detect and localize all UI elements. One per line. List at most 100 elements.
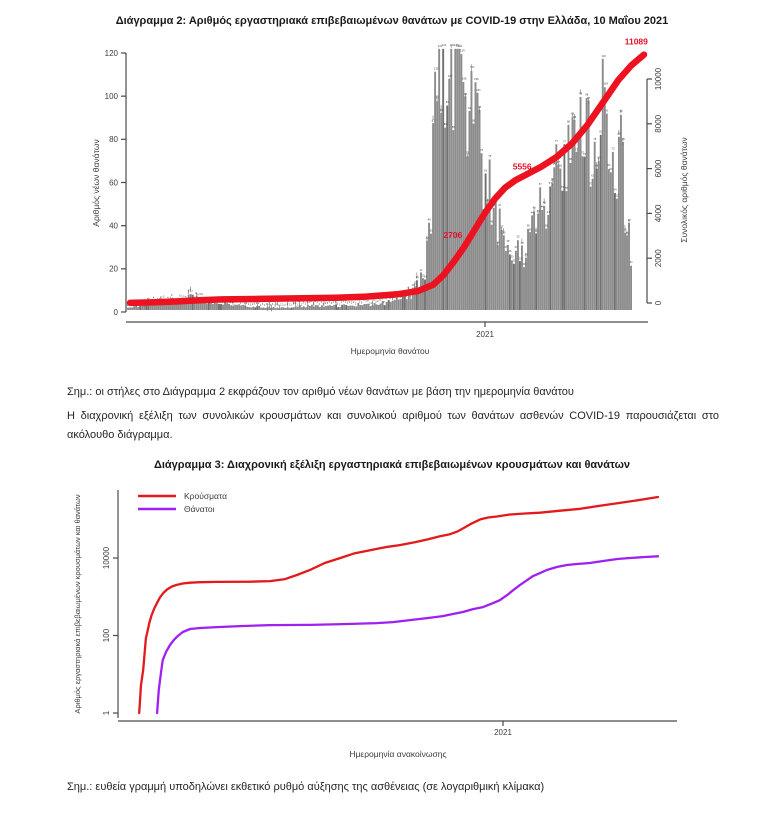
svg-text:2: 2 [246,301,248,305]
svg-text:1: 1 [270,303,272,307]
svg-text:2: 2 [333,300,335,304]
svg-text:100: 100 [102,628,111,642]
svg-text:1: 1 [264,303,266,307]
chart2-cumulative-line [126,51,648,307]
svg-text:3: 3 [379,298,381,302]
svg-text:93: 93 [478,105,482,109]
svg-text:5: 5 [183,295,185,299]
svg-text:103: 103 [603,81,608,85]
svg-text:6: 6 [199,292,201,296]
svg-text:20: 20 [523,262,527,266]
svg-text:32: 32 [516,234,520,238]
svg-text:2: 2 [371,301,373,305]
svg-text:45: 45 [537,209,541,213]
chart3-axes: 1 100 10000 2021 Ημερομηνία ανακοίνωσης Αριθμ… [73,490,677,759]
svg-text:37: 37 [500,224,504,228]
svg-text:2: 2 [316,300,318,304]
svg-text:70: 70 [488,154,492,158]
svg-text:64: 64 [609,167,613,171]
svg-text:14: 14 [415,275,419,279]
svg-text:81: 81 [599,129,603,133]
svg-text:35: 35 [626,231,630,235]
svg-text:69: 69 [597,155,601,159]
svg-text:21: 21 [512,259,516,263]
svg-text:2021: 2021 [476,330,494,339]
svg-text:2021: 2021 [494,728,512,737]
svg-text:2: 2 [327,301,329,305]
svg-text:7: 7 [187,289,189,293]
svg-text:57: 57 [589,181,593,185]
svg-text:106: 106 [462,77,467,81]
svg-text:1: 1 [286,302,288,306]
svg-text:2: 2 [308,300,310,304]
svg-text:2: 2 [349,300,351,304]
svg-text:1: 1 [288,303,290,307]
svg-text:88: 88 [573,115,577,119]
svg-text:101: 101 [476,88,481,92]
svg-text:2: 2 [355,302,357,306]
svg-text:46: 46 [541,205,545,209]
svg-text:86: 86 [472,119,476,123]
svg-text:121: 121 [458,44,463,48]
svg-text:30: 30 [496,241,500,245]
svg-text:2: 2 [361,300,363,304]
svg-text:49: 49 [486,198,490,202]
svg-text:3: 3 [375,300,377,304]
svg-text:4: 4 [167,295,169,299]
svg-text:90: 90 [620,109,624,113]
chart2-annotation-11089: 11089 [625,36,648,46]
svg-text:2: 2 [353,300,355,304]
svg-text:2000: 2000 [654,249,663,267]
svg-text:2: 2 [359,300,361,304]
svg-text:86: 86 [567,119,571,123]
svg-text:99: 99 [579,92,583,96]
svg-text:6: 6 [201,292,203,296]
svg-text:1: 1 [274,304,276,308]
svg-text:4000: 4000 [654,204,663,222]
svg-text:5: 5 [181,294,183,298]
svg-text:23: 23 [519,256,523,260]
svg-text:47: 47 [498,203,502,207]
svg-text:4: 4 [385,297,387,301]
svg-text:52: 52 [615,193,619,197]
svg-text:1: 1 [102,710,111,715]
svg-text:40: 40 [490,220,494,224]
svg-text:2: 2 [302,301,304,305]
svg-text:1: 1 [260,303,262,307]
svg-text:55: 55 [561,185,565,189]
svg-text:121: 121 [450,43,455,47]
svg-text:1: 1 [312,301,314,305]
svg-text:0: 0 [654,300,663,305]
svg-text:2: 2 [347,301,349,305]
svg-text:5: 5 [161,295,163,299]
svg-text:71: 71 [466,151,470,155]
svg-text:30: 30 [521,241,525,245]
svg-text:11: 11 [413,281,417,285]
svg-text:78: 78 [622,137,626,141]
svg-text:80: 80 [109,135,118,144]
svg-text:2: 2 [369,302,371,306]
svg-text:36: 36 [624,228,628,232]
svg-text:48: 48 [543,200,547,204]
svg-text:110: 110 [434,67,439,71]
svg-text:77: 77 [563,140,567,144]
legend-label-cases: Κρούσματα [184,491,227,501]
svg-text:35: 35 [430,229,434,233]
svg-text:5: 5 [409,294,411,298]
svg-text:44: 44 [547,210,551,214]
svg-text:38: 38 [527,223,531,227]
svg-text:10: 10 [411,283,415,287]
svg-text:1: 1 [300,303,302,307]
svg-text:1: 1 [296,302,298,306]
svg-text:40: 40 [428,217,432,221]
svg-text:27: 27 [514,245,518,249]
chart2-title: Διάγραμμα 2: Αριθμός εργαστηριακά επιβεβ… [115,15,669,27]
svg-text:2: 2 [325,301,327,305]
svg-text:116: 116 [601,54,606,58]
svg-text:67: 67 [557,160,561,164]
svg-text:15: 15 [422,273,426,277]
svg-text:66: 66 [595,164,599,168]
svg-text:9: 9 [407,286,409,290]
